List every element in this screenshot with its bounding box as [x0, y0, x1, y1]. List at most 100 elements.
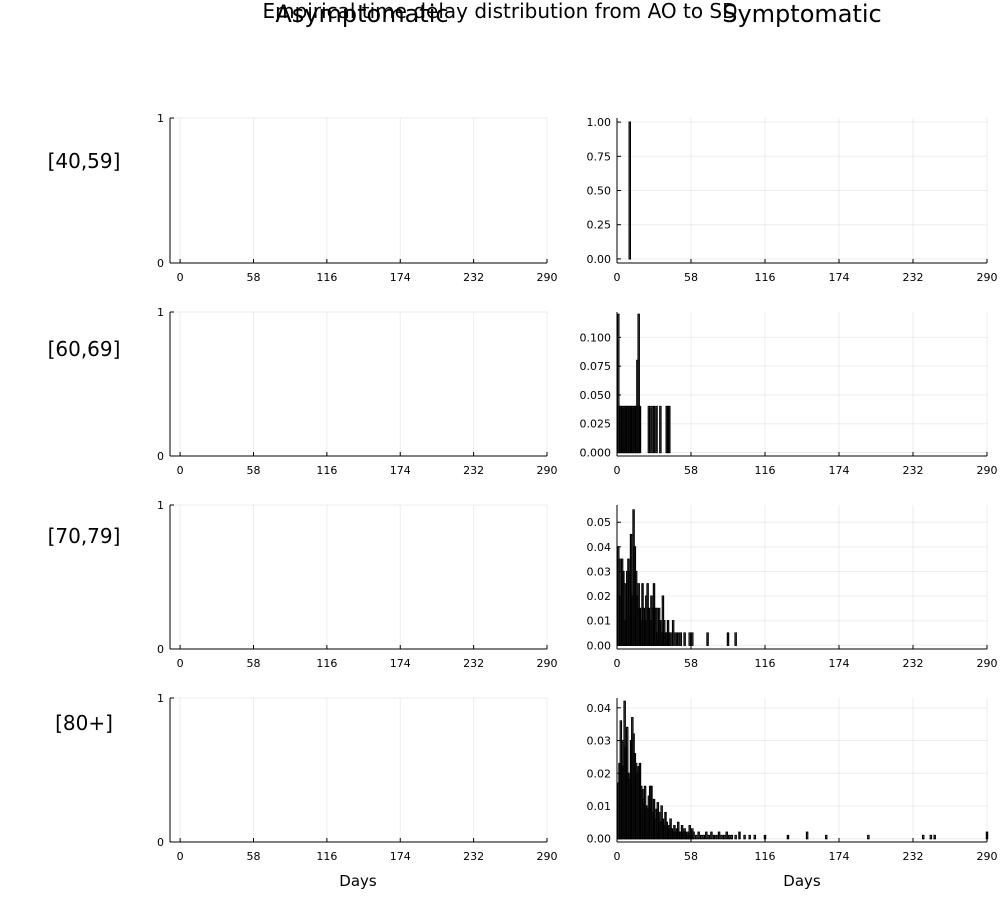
x-tick-label: 174	[829, 657, 850, 670]
panel-symptomatic-40-59: 0 58 116 174 232 290 0.00 0.25 0.50 0.75 1.00	[587, 116, 998, 284]
bar	[725, 831, 728, 840]
x-tick-label: 232	[903, 657, 924, 670]
bar	[717, 831, 721, 840]
x-tick-label: 58	[684, 850, 698, 863]
bar	[655, 405, 658, 454]
x-tick-label: 58	[246, 271, 260, 284]
x-tick-label: 58	[246, 850, 260, 863]
x-tick-label: 174	[390, 850, 411, 863]
x-tick-label: 116	[755, 464, 776, 477]
x-tick-label: 232	[463, 271, 484, 284]
bar	[671, 620, 675, 646]
bar	[825, 834, 828, 840]
y-tick-label: 1	[157, 306, 164, 319]
x-tick-label: 232	[463, 657, 484, 670]
bar	[734, 834, 737, 840]
y-tick-label: 1	[157, 692, 164, 705]
x-axis-label-symptomatic: Days	[783, 872, 821, 890]
y-tick-label: 0.05	[587, 516, 612, 529]
y-tick-label: 0.000	[580, 447, 612, 460]
x-tick-label: 0	[614, 464, 621, 477]
bar	[786, 834, 790, 840]
bar	[712, 834, 716, 840]
bar	[669, 632, 672, 646]
y-tick-label: 0.01	[587, 615, 612, 628]
bar	[805, 831, 809, 840]
y-tick-label: 0.025	[580, 418, 612, 431]
bar	[688, 632, 691, 646]
row-label-80plus: [80+]	[55, 711, 113, 735]
panel-asymptomatic-60-69: 0 58 116 174 232 290 0 1	[157, 306, 558, 477]
bar	[647, 405, 651, 454]
x-tick-label: 58	[246, 464, 260, 477]
chart-panels: 0 58 116 174 232 290 0 1 0 58 116 174 232 290 0.00 0.25…	[157, 112, 998, 863]
bar	[691, 632, 694, 646]
bar	[637, 313, 640, 454]
y-tick-label: 0.25	[587, 219, 612, 232]
bar	[677, 821, 680, 840]
y-tick-label: 0.03	[587, 735, 612, 748]
column-title-symptomatic: Symptomatic	[722, 0, 882, 28]
y-tick-label: 0.75	[587, 150, 612, 163]
y-tick-label: 0.03	[587, 565, 612, 578]
x-tick-label: 0	[177, 271, 184, 284]
bar	[753, 834, 757, 840]
bar	[705, 831, 708, 840]
x-tick-label: 174	[390, 271, 411, 284]
y-tick-label: 0.075	[580, 360, 612, 373]
bar	[933, 834, 936, 840]
y-tick-label: 1.00	[587, 116, 612, 129]
x-tick-label: 174	[829, 464, 850, 477]
bar	[715, 834, 718, 840]
bar	[734, 632, 737, 646]
bar	[726, 632, 730, 646]
y-tick-label: 0	[157, 643, 164, 656]
bar	[692, 831, 695, 840]
bar	[694, 834, 698, 840]
bar	[629, 533, 633, 646]
bar	[697, 831, 700, 840]
bar	[743, 834, 746, 840]
bar	[655, 607, 658, 646]
x-tick-label: 0	[177, 464, 184, 477]
x-tick-label: 0	[614, 850, 621, 863]
bar	[867, 834, 870, 840]
y-tick-label: 0.02	[587, 590, 612, 603]
x-tick-label: 232	[463, 850, 484, 863]
x-tick-label: 290	[537, 271, 558, 284]
bar	[706, 632, 709, 646]
x-tick-label: 116	[755, 657, 776, 670]
x-tick-label: 58	[684, 464, 698, 477]
x-tick-label: 290	[537, 850, 558, 863]
y-tick-label: 0.04	[587, 702, 612, 715]
bar	[738, 831, 741, 840]
bar	[722, 834, 726, 840]
y-tick-label: 1	[157, 499, 164, 512]
x-tick-label: 290	[977, 850, 998, 863]
x-tick-label: 116	[316, 850, 337, 863]
bar	[628, 121, 631, 260]
panel-symptomatic-70-79: 0 58 116 174 232 290 0.00 0.01 0.02 0.03 0.04 0.05	[587, 505, 998, 670]
y-tick-label: 0.00	[587, 253, 612, 266]
bar	[710, 831, 713, 840]
bar	[638, 405, 642, 454]
bar	[668, 405, 671, 454]
panel-asymptomatic-70-79: 0 58 116 174 232 290 0 1	[157, 499, 558, 670]
x-tick-label: 174	[390, 464, 411, 477]
x-tick-label: 174	[829, 271, 850, 284]
x-tick-label: 290	[537, 464, 558, 477]
bar	[652, 405, 656, 454]
bar	[707, 834, 711, 840]
x-tick-label: 58	[684, 657, 698, 670]
x-tick-label: 0	[177, 850, 184, 863]
x-tick-label: 174	[390, 657, 411, 670]
bar	[688, 825, 691, 840]
row-label-60-69: [60,69]	[48, 337, 121, 361]
x-tick-label: 116	[316, 271, 337, 284]
bar	[748, 834, 751, 840]
x-tick-label: 232	[903, 271, 924, 284]
x-tick-label: 232	[903, 850, 924, 863]
bar	[730, 834, 734, 840]
x-tick-label: 290	[977, 271, 998, 284]
y-tick-label: 1	[157, 112, 164, 125]
